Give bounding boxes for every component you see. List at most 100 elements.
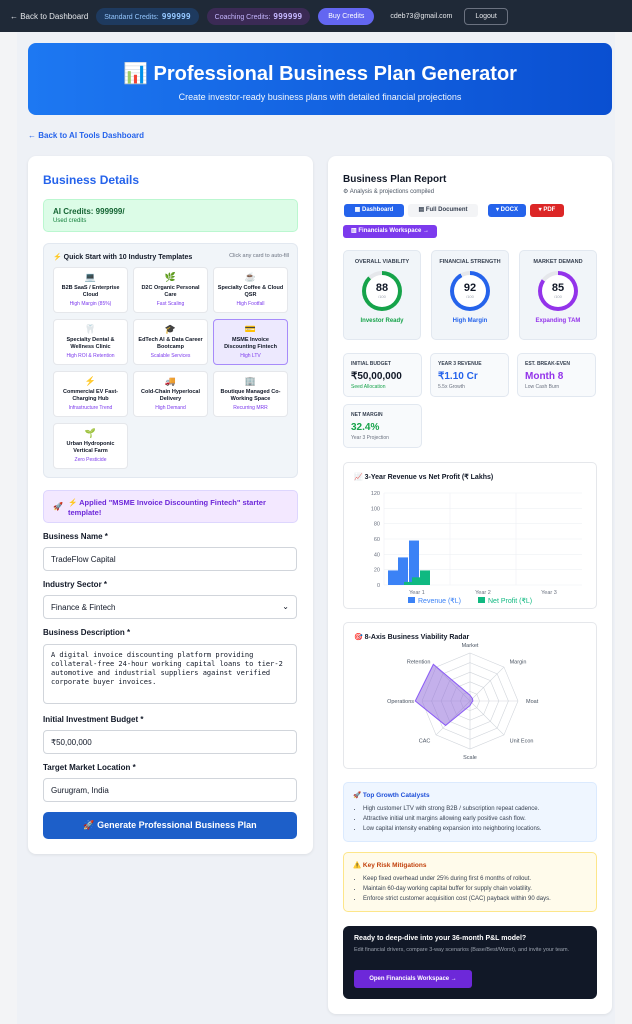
template-name: Urban Hydroponic Vertical Farm [66, 441, 115, 454]
business-plan-report-card: Business Plan Report ⚙ Analysis & projec… [328, 156, 612, 1014]
business-name-input[interactable]: TradeFlow Capital [43, 547, 297, 571]
lightning-icon: ⚡ [53, 254, 62, 261]
tab-full-label: Full Document [425, 207, 468, 213]
legend-swatch [408, 597, 415, 603]
industry-sector-value: Finance & Fintech [51, 603, 116, 612]
template-card[interactable]: ☕ Specialty Coffee & Cloud QSR High Footfa… [213, 267, 288, 313]
template-icon: 🦷 [84, 324, 97, 334]
pdf-download-button[interactable]: ▾ PDF [530, 204, 564, 217]
bar-profit [420, 570, 430, 585]
template-card[interactable]: 🏢 Boutique Managed Co-Working Space Recurr… [213, 371, 288, 417]
top-nav-bar: ← Back to Dashboard Standard Credits: 999… [0, 0, 632, 32]
back-to-dashboard-link[interactable]: ← Back to Dashboard [10, 11, 89, 21]
logout-button[interactable]: Logout [464, 7, 508, 25]
x-tick-label: Year 3 [541, 590, 557, 596]
rocket-icon: 🚀 [83, 820, 95, 830]
kpi-value: 32.4% [351, 422, 380, 433]
tab-dashboard[interactable]: ▦ Dashboard [344, 204, 404, 217]
risk-mitigations-box: ⚠️ Key Risk Mitigations Keep fixed overh… [343, 852, 597, 912]
download-icon: ▾ [495, 207, 499, 213]
metric-title: FINANCIAL STRENGTH [439, 259, 501, 265]
template-tag: High Demand [155, 405, 186, 411]
financials-workspace-button[interactable]: ▥ Financials Workspace → [343, 225, 437, 238]
bar-revenue [388, 570, 398, 585]
open-financials-button[interactable]: Open Financials Workspace → [354, 970, 472, 988]
industry-sector-select[interactable]: Finance & Fintech ⌄ [43, 595, 297, 619]
growth-catalysts-title: 🚀 Top Growth Catalysts [353, 792, 430, 799]
metric-max: /100 [554, 294, 562, 299]
report-title: Business Plan Report [343, 174, 447, 185]
kpi-title: INITIAL BUDGET [351, 361, 391, 367]
standard-credits-badge: Standard Credits: 999999 [96, 7, 199, 25]
template-tag: High ROI & Retention [66, 353, 115, 359]
template-name: Cold-Chain Hyperlocal Delivery [141, 389, 200, 402]
financials-workspace-label: Financials Workspace → [358, 228, 429, 234]
legend-label: Revenue (₹L) [418, 597, 461, 605]
ai-credits-title: AI Credits: 999999/ [53, 207, 125, 216]
template-card[interactable]: 🎓 EdTech AI & Data Career Bootcamp Scalabl… [133, 319, 208, 365]
templates-heading: ⚡ Quick Start with 10 Industry Templates [53, 253, 192, 261]
generate-plan-button[interactable]: 🚀 Generate Professional Business Plan [43, 812, 297, 839]
investment-budget-input[interactable]: ₹50,00,000 [43, 730, 297, 754]
template-card[interactable]: 🦷 Specialty Dental & Wellness Clinic High … [53, 319, 128, 365]
report-subtitle: ⚙ Analysis & projections compiled [343, 188, 434, 195]
metric-card: FINANCIAL STRENGTH 92/100 High Margin [431, 250, 509, 340]
coaching-credits-badge: Coaching Credits: 999999 [206, 7, 311, 25]
applied-template-alert: 🚀 ⚡ Applied "MSME Invoice Discounting Fi… [43, 490, 298, 523]
risk-mitigation-item: Keep fixed overhead under 25% during fir… [363, 874, 587, 884]
metric-label: Investor Ready [360, 318, 404, 324]
growth-catalysts-list: High customer LTV with strong B2B / subs… [363, 804, 587, 834]
template-card[interactable]: 💳 MSME Invoice Discounting Fintech High LT… [213, 319, 288, 365]
radar-axis-label: Unit Econ [510, 739, 534, 745]
y-tick-label: 80 [374, 522, 380, 528]
generate-plan-label: Generate Professional Business Plan [97, 820, 257, 830]
template-card[interactable]: 🌿 D2C Organic Personal Care Fast Scaling [133, 267, 208, 313]
document-icon: ▤ [418, 207, 425, 213]
template-icon: 🌱 [84, 428, 97, 438]
coaching-credits-label: Coaching Credits: [214, 13, 271, 21]
x-tick-label: Year 2 [475, 590, 491, 596]
template-card[interactable]: 💻 B2B SaaS / Enterprise Cloud High Margin … [53, 267, 128, 313]
risk-mitigation-item: Enforce strict customer acquisition cost… [363, 894, 587, 904]
kpi-title: EST. BREAK-EVEN [525, 361, 571, 367]
buy-credits-button[interactable]: Buy Credits [318, 7, 375, 25]
template-name: B2B SaaS / Enterprise Cloud [61, 285, 120, 298]
report-subtitle-text: Analysis & projections compiled [349, 189, 435, 195]
business-details-card: Business Details AI Credits: 999999/ Use… [28, 156, 313, 854]
kpi-sub: Year 3 Projection [351, 435, 389, 441]
template-tag: Zero Pesticide [74, 457, 107, 463]
template-icon: 💻 [84, 272, 97, 282]
template-card[interactable]: ⚡ Commercial EV Fast-Charging Hub Infrastr… [53, 371, 128, 417]
metric-card: OVERALL VIABILITY 88/100 Investor Ready [343, 250, 421, 340]
growth-catalysts-box: 🚀 Top Growth Catalysts High customer LTV… [343, 782, 597, 842]
target-location-input[interactable]: Gurugram, India [43, 778, 297, 802]
rocket-icon: 🚀 [53, 502, 63, 511]
tab-full-document[interactable]: ▤ Full Document [408, 204, 478, 217]
revenue-profit-chart-panel: 📈 3-Year Revenue vs Net Profit (₹ Lakhs)… [343, 462, 597, 609]
radar-axis-label: Operations [387, 699, 414, 705]
kpi-value: ₹50,00,000 [351, 371, 402, 382]
template-icon: 🎓 [164, 324, 177, 334]
kpi-card: NET MARGIN 32.4% Year 3 Projection [343, 404, 422, 448]
revenue-profit-bar-chart: 0 20 40 60 80 100 120 Year 1 Year 2 Year 3 Revenue… [371, 491, 582, 605]
template-card[interactable]: 🚚 Cold-Chain Hyperlocal Delivery High Dema… [133, 371, 208, 417]
business-description-label: Business Description * [43, 628, 131, 637]
growth-catalyst-item: Low capital intensity enabling expansion… [363, 824, 587, 834]
financials-cta-box: Ready to deep-dive into your 36-month P&… [343, 926, 597, 999]
y-tick-label: 60 [374, 537, 380, 543]
template-card[interactable]: 🌱 Urban Hydroponic Vertical Farm Zero Pest… [53, 423, 128, 469]
docx-download-button[interactable]: ▾ DOCX [488, 204, 526, 217]
kpi-value: Month 8 [525, 371, 564, 382]
template-name: MSME Invoice Discounting Fintech [224, 337, 277, 350]
templates-title: Quick Start with 10 Industry Templates [63, 254, 193, 261]
download-icon: ▾ [538, 207, 542, 213]
business-description-textarea[interactable]: A digital invoice discounting platform p… [43, 644, 297, 704]
metric-title: MARKET DEMAND [533, 259, 583, 265]
template-name: EdTech AI & Data Career Bootcamp [138, 337, 203, 350]
back-to-tools-link[interactable]: ← Back to AI Tools Dashboard [28, 131, 145, 140]
radar-axis-label: Retention [407, 659, 431, 665]
bar-profit [404, 581, 414, 585]
radar-axis [469, 700, 505, 736]
target-location-label: Target Market Location * [43, 763, 136, 772]
metric-title: OVERALL VIABILITY [354, 259, 410, 265]
